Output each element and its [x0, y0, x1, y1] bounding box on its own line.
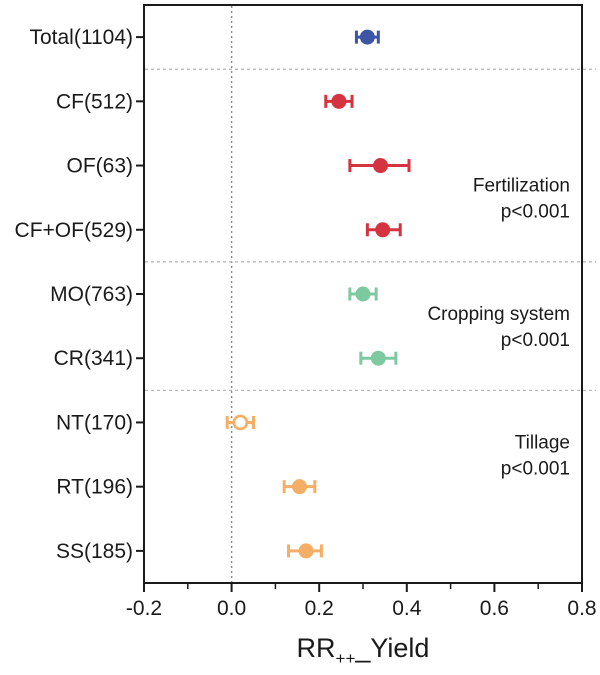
effect-size-marker — [355, 286, 371, 302]
x-axis-tick-label: 0.2 — [305, 597, 334, 620]
x-axis-tick-label: 0.4 — [392, 597, 422, 620]
effect-size-marker — [373, 158, 389, 174]
x-axis-tick-label: -0.2 — [126, 597, 162, 620]
row-label: CR(341) — [54, 347, 133, 370]
group-annotation-pvalue: p<0.001 — [501, 330, 570, 351]
row-label: CF(512) — [56, 90, 133, 113]
row-label: Total(1104) — [29, 26, 133, 49]
effect-size-marker — [298, 543, 314, 559]
group-annotation-name: Cropping system — [427, 304, 570, 325]
effect-size-marker — [359, 29, 375, 45]
x-axis-tick-label: 0.6 — [480, 597, 509, 620]
effect-size-marker — [291, 479, 307, 495]
row-label: CF+OF(529) — [15, 219, 133, 242]
group-annotation-name: Tillage — [515, 433, 570, 454]
effect-size-marker-open — [232, 414, 249, 431]
x-axis-tick-label: 0.8 — [567, 597, 596, 620]
row-label: RT(196) — [56, 476, 133, 499]
effect-size-marker — [370, 350, 386, 366]
row-label: NT(170) — [56, 411, 133, 434]
effect-size-marker — [375, 222, 391, 238]
row-label: SS(185) — [56, 540, 133, 563]
group-annotation-pvalue: p<0.001 — [501, 202, 570, 223]
x-axis-tick-label: 0.0 — [217, 597, 246, 620]
x-axis-title: RR++_Yield — [297, 633, 430, 668]
group-annotation-name: Fertilization — [473, 176, 570, 197]
effect-size-marker — [331, 93, 347, 109]
row-label: MO(763) — [50, 283, 133, 306]
group-annotation-pvalue: p<0.001 — [501, 459, 570, 480]
row-label: OF(63) — [66, 155, 133, 178]
